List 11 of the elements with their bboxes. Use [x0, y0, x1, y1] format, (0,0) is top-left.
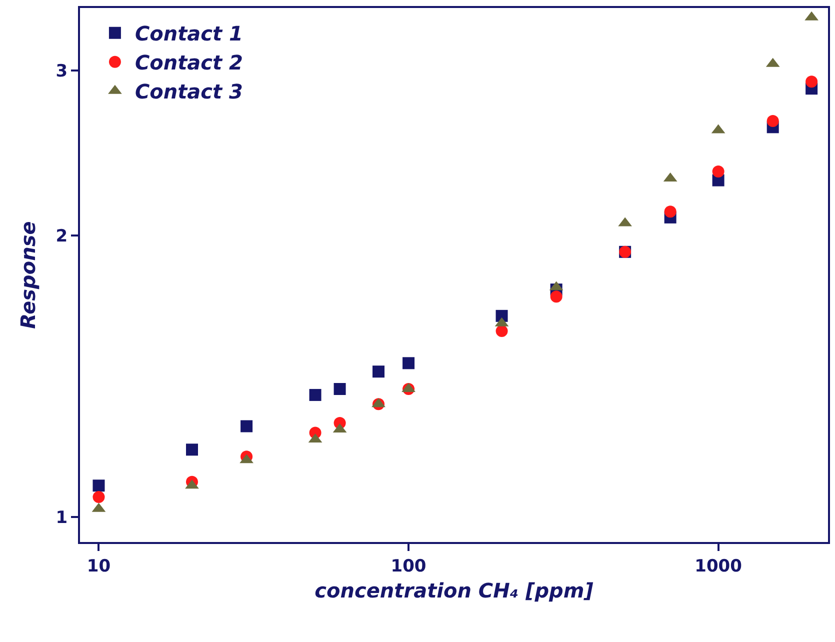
y-tick-label: 1	[56, 508, 68, 528]
y-tick-label: 2	[56, 226, 68, 246]
legend-label: Contact 2	[134, 50, 243, 75]
y-tick-label: 3	[56, 62, 68, 82]
x-tick-label: 100	[390, 556, 426, 576]
legend-label: Contact 3	[134, 80, 243, 104]
legend-label: Contact 1	[134, 22, 243, 46]
x-tick-label: 10	[86, 556, 111, 576]
x-axis-title: concentration CH₄ [ppm]	[314, 578, 594, 602]
x-tick-label: 1000	[694, 556, 742, 576]
y-axis-title: Response	[16, 221, 40, 329]
